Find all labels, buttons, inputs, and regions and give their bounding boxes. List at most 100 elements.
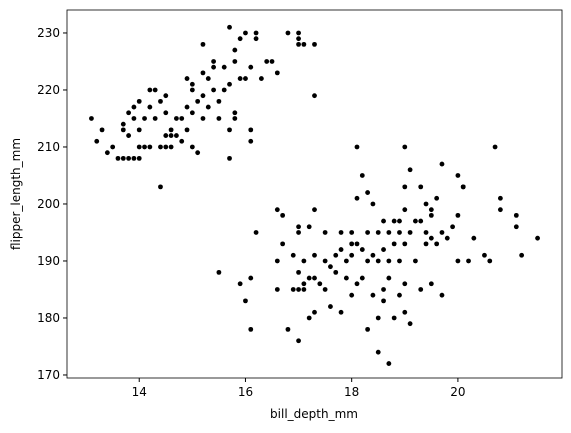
point [248, 326, 254, 332]
point [264, 59, 270, 64]
point [519, 252, 525, 258]
point [147, 144, 153, 150]
point [407, 321, 413, 327]
point [200, 41, 206, 47]
point [365, 258, 371, 264]
point [450, 224, 455, 230]
point [428, 212, 434, 218]
point [312, 207, 317, 213]
point [248, 138, 254, 144]
point [131, 104, 137, 110]
point [359, 247, 365, 252]
point [253, 30, 259, 36]
point [381, 247, 386, 252]
point [455, 212, 461, 218]
point [439, 292, 445, 298]
point [296, 338, 301, 344]
point [492, 144, 498, 150]
point [163, 144, 169, 150]
point [227, 24, 232, 30]
point [179, 138, 185, 144]
point [407, 230, 413, 235]
point [274, 207, 280, 213]
point [285, 30, 291, 36]
point [168, 133, 174, 138]
point [174, 116, 179, 121]
point [471, 235, 477, 241]
point [434, 195, 440, 201]
point [184, 76, 190, 81]
point [375, 230, 381, 235]
point [163, 110, 169, 116]
point [365, 190, 371, 195]
point [497, 207, 503, 213]
point [237, 76, 243, 81]
point [413, 218, 418, 224]
point [205, 104, 211, 110]
point [280, 212, 286, 218]
point [338, 230, 344, 235]
point [136, 127, 142, 133]
point [306, 315, 312, 321]
point [126, 110, 132, 116]
point [184, 127, 190, 133]
y-tick-label: 180 [37, 311, 60, 325]
point [189, 144, 195, 150]
point [274, 258, 280, 264]
point [381, 287, 386, 292]
point [423, 230, 429, 235]
point [354, 195, 360, 201]
point [115, 155, 121, 161]
point [189, 81, 195, 87]
point [136, 155, 142, 161]
point [248, 275, 254, 281]
point [397, 292, 402, 298]
point [232, 59, 238, 64]
point [168, 144, 174, 150]
point [386, 275, 392, 281]
point [343, 258, 349, 264]
point [200, 93, 206, 99]
point [253, 36, 259, 42]
y-axis-label: flipper_length_mm [9, 138, 23, 250]
point [444, 235, 450, 241]
point [163, 133, 169, 138]
point [306, 275, 312, 281]
point [126, 133, 132, 138]
point [120, 155, 126, 161]
x-tick-label: 16 [238, 385, 253, 399]
point [110, 144, 116, 150]
point [120, 127, 126, 133]
point [402, 241, 408, 247]
point [482, 252, 487, 258]
y-tick-label: 220 [37, 83, 60, 97]
y-tick-label: 230 [37, 26, 60, 40]
point [163, 93, 169, 99]
point [269, 59, 275, 64]
point [513, 224, 519, 230]
point [211, 59, 216, 64]
point [439, 230, 445, 235]
y-tick-label: 200 [37, 197, 60, 211]
x-tick-label: 18 [344, 385, 359, 399]
point [338, 247, 344, 252]
point [402, 184, 408, 190]
point [354, 281, 360, 287]
point [120, 121, 126, 127]
point [280, 241, 286, 247]
x-axis-label: bill_depth_mm [270, 407, 358, 421]
point [168, 127, 174, 133]
point [370, 201, 376, 207]
point [158, 98, 163, 104]
point [285, 326, 291, 332]
point [296, 30, 301, 36]
point [312, 275, 317, 281]
point [227, 81, 232, 87]
point [381, 218, 386, 224]
point [158, 144, 163, 150]
point [221, 87, 227, 93]
point [147, 104, 153, 110]
point [317, 281, 323, 287]
point [296, 41, 301, 47]
